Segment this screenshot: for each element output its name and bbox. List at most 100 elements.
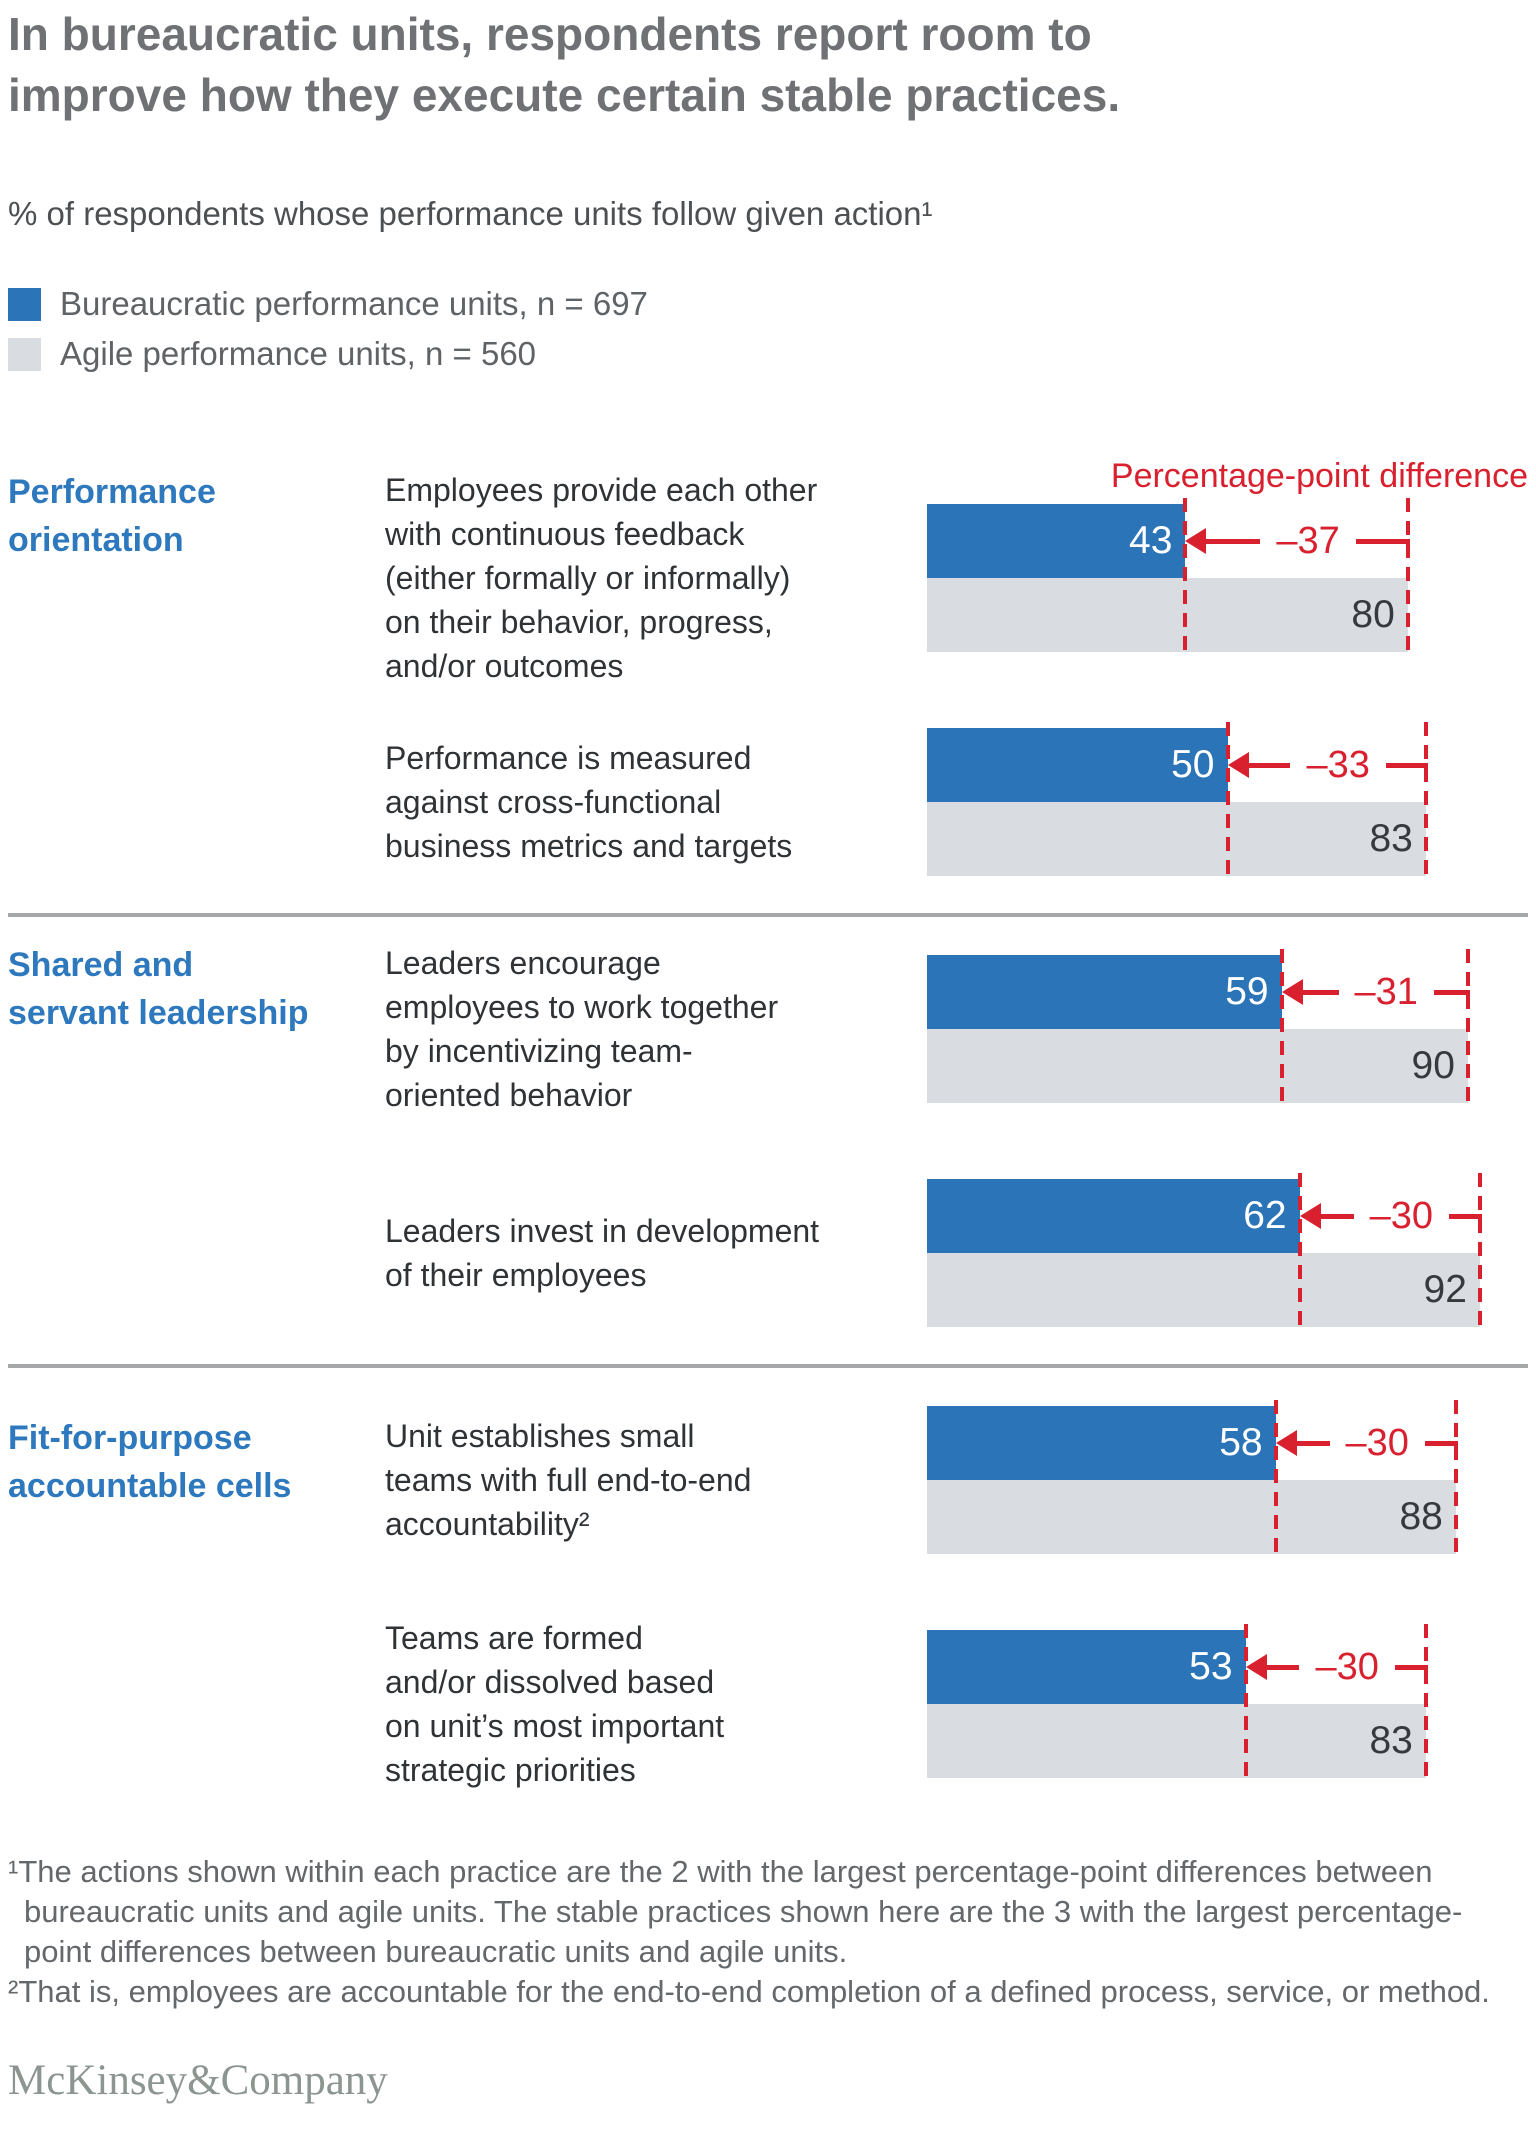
bureaucratic-value: 58 xyxy=(1219,1421,1263,1464)
diff-value: –37 xyxy=(1276,519,1340,562)
mckinsey-logo: McKinsey&Company xyxy=(8,2057,388,2104)
diff-value: –33 xyxy=(1306,743,1370,786)
diff-dashed-line-left xyxy=(1273,1400,1278,1560)
diff-dashed-line-right xyxy=(1423,1624,1428,1784)
legend-item-bureaucratic: Bureaucratic performance units, n = 697 xyxy=(8,284,1528,324)
category-label: Shared and servant leadership xyxy=(8,946,309,1032)
chart-row: Performance is measured against cross-fu… xyxy=(8,722,1528,882)
footnotes: ¹The actions shown within each practice … xyxy=(8,1852,1518,2012)
bureaucratic-value: 43 xyxy=(1129,519,1173,562)
chart-row: Teams are formed and/or dissolved based … xyxy=(8,1620,1528,1788)
diff-arrow-shaft xyxy=(1320,1213,1354,1219)
footnote-1: ¹The actions shown within each practice … xyxy=(8,1854,1463,1969)
row-text: Performance orientation Employees provide… xyxy=(8,468,927,688)
agile-value: 83 xyxy=(1369,1719,1413,1762)
diff-tick-line xyxy=(1448,1213,1482,1219)
agile-value: 83 xyxy=(1369,817,1413,860)
diff-dashed-line-left xyxy=(1225,722,1230,882)
agile-value: 92 xyxy=(1423,1268,1467,1311)
diff-value: –30 xyxy=(1315,1645,1379,1688)
legend-swatch-gray xyxy=(8,337,41,371)
bureaucratic-bar: 53 xyxy=(927,1630,1246,1704)
bar-group: 43 80 –37 xyxy=(927,498,1528,658)
diff-annotation: –37 xyxy=(1185,520,1410,562)
bar-group: 58 88 –30 xyxy=(927,1400,1528,1560)
action-label: Leaders encourage employees to work toge… xyxy=(385,945,779,1113)
row-text: Teams are formed and/or dissolved based … xyxy=(8,1616,927,1792)
diff-tick-line xyxy=(1355,538,1410,544)
bureaucratic-bar: 62 xyxy=(927,1179,1300,1253)
chart-row: Leaders invest in development of their e… xyxy=(8,1173,1528,1333)
chart-row: Fit-for-purpose accountable cells Unit es… xyxy=(8,1400,1528,1560)
chart-sections: Performance orientation Employees provide… xyxy=(8,472,1528,1788)
agile-bar: 92 xyxy=(927,1253,1480,1327)
agile-bar: 83 xyxy=(927,802,1426,876)
bureaucratic-bar: 43 xyxy=(927,504,1186,578)
section-2: Shared and servant leadership Leaders enc… xyxy=(8,945,1528,1333)
diff-dashed-line-left xyxy=(1243,1624,1248,1784)
chart-subtitle: % of respondents whose performance units… xyxy=(8,195,933,232)
action-label: Employees provide each other with contin… xyxy=(385,472,818,684)
diff-arrow-shaft xyxy=(1302,989,1339,995)
diff-dashed-line-left xyxy=(1279,949,1284,1109)
diff-annotation: –31 xyxy=(1281,971,1470,1013)
left-arrow-icon xyxy=(1185,528,1207,554)
legend-item-agile: Agile performance units, n = 560 xyxy=(8,334,1528,374)
legend-label-bureaucratic: Bureaucratic performance units, n = 697 xyxy=(60,285,648,322)
diff-value: –31 xyxy=(1354,970,1418,1013)
exhibit: In bureaucratic units, respondents repor… xyxy=(0,4,1536,2154)
diff-tick-line xyxy=(1385,762,1428,768)
legend-swatch-blue xyxy=(8,287,41,321)
diff-arrow-shaft xyxy=(1206,538,1261,544)
bureaucratic-value: 59 xyxy=(1225,970,1269,1013)
agile-bar: 83 xyxy=(927,1704,1426,1778)
row-text: Performance is measured against cross-fu… xyxy=(8,736,927,868)
bar-chart: Percentage-point difference Performance … xyxy=(8,454,1528,1788)
bar-group: 62 92 –30 xyxy=(927,1173,1528,1333)
action-label: Teams are formed and/or dissolved based … xyxy=(385,1620,725,1788)
action-label: Leaders invest in development of their e… xyxy=(385,1213,820,1293)
diff-value: –30 xyxy=(1345,1421,1409,1464)
diff-annotation: –30 xyxy=(1275,1422,1458,1464)
left-arrow-icon xyxy=(1299,1203,1321,1229)
bar-group: 53 83 –30 xyxy=(927,1624,1528,1784)
bureaucratic-value: 53 xyxy=(1189,1645,1233,1688)
diff-arrow-shaft xyxy=(1248,762,1291,768)
bureaucratic-value: 62 xyxy=(1243,1194,1287,1237)
diff-value: –30 xyxy=(1369,1194,1433,1237)
row-text: Fit-for-purpose accountable cells Unit es… xyxy=(8,1414,927,1546)
agile-bar: 88 xyxy=(927,1480,1456,1554)
agile-value: 80 xyxy=(1351,593,1395,636)
diff-dashed-line-right xyxy=(1465,949,1470,1109)
bar-group: 59 90 –31 xyxy=(927,949,1528,1109)
diff-dashed-line-right xyxy=(1453,1400,1458,1560)
diff-header-label: Percentage-point difference xyxy=(1110,457,1528,495)
category-label: Performance orientation xyxy=(8,473,216,559)
diff-dashed-line-right xyxy=(1405,498,1410,658)
left-arrow-icon xyxy=(1275,1430,1297,1456)
row-text: Leaders invest in development of their e… xyxy=(8,1209,927,1297)
agile-bar: 80 xyxy=(927,578,1408,652)
section-1: Performance orientation Employees provide… xyxy=(8,472,1528,882)
action-label: Unit establishes small teams with full e… xyxy=(385,1418,752,1542)
section-3: Fit-for-purpose accountable cells Unit es… xyxy=(8,1400,1528,1788)
diff-tick-line xyxy=(1394,1664,1428,1670)
diff-arrow-shaft xyxy=(1266,1664,1300,1670)
bureaucratic-bar: 59 xyxy=(927,955,1282,1029)
diff-tick-line xyxy=(1433,989,1470,995)
diff-annotation: –30 xyxy=(1299,1195,1482,1237)
section-divider xyxy=(8,913,1528,917)
diff-dashed-line-right xyxy=(1477,1173,1482,1333)
row-text: Shared and servant leadership Leaders enc… xyxy=(8,941,927,1117)
exhibit-title: In bureaucratic units, respondents repor… xyxy=(8,8,1121,121)
bureaucratic-value: 50 xyxy=(1171,743,1215,786)
diff-dashed-line-left xyxy=(1183,498,1188,658)
diff-dashed-line-right xyxy=(1423,722,1428,882)
bar-group: 50 83 –33 xyxy=(927,722,1528,882)
left-arrow-icon xyxy=(1245,1654,1267,1680)
bureaucratic-bar: 58 xyxy=(927,1406,1276,1480)
bureaucratic-bar: 50 xyxy=(927,728,1228,802)
chart-row: Performance orientation Employees provide… xyxy=(8,472,1528,684)
legend-label-agile: Agile performance units, n = 560 xyxy=(60,335,537,372)
diff-tick-line xyxy=(1424,1440,1458,1446)
